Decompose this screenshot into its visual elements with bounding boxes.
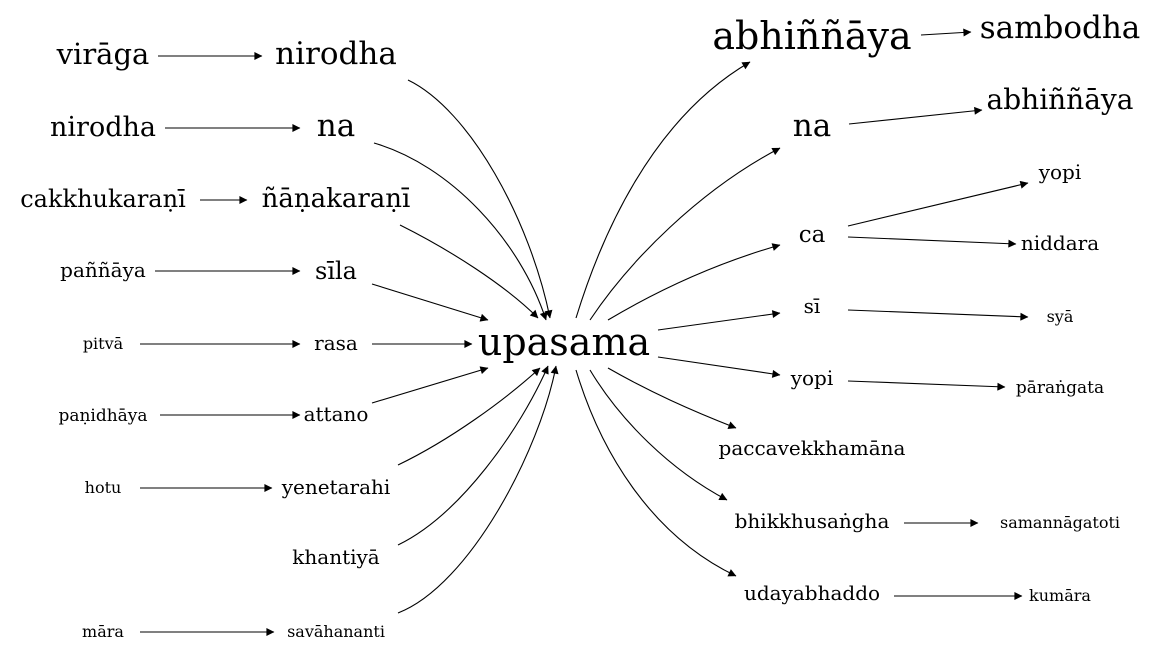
- nodes: upasama virāga nirodha nirodha na cakkhu…: [20, 10, 1140, 641]
- edge-si-sya: [847, 309, 1029, 321]
- node-panidhaya: paṇidhāya: [58, 406, 147, 426]
- node-attano: attano: [304, 402, 369, 426]
- node-abhinnaya-second: abhiññāya: [987, 83, 1134, 116]
- node-nanakarani: ñāṇakaraṇī: [262, 184, 411, 214]
- edge-sila-upasama: [371, 283, 489, 322]
- node-yopi-first: yopi: [1038, 160, 1082, 184]
- node-nirodha-left: nirodha: [275, 36, 397, 72]
- edge-abhinnaya-sambodha: [920, 28, 972, 37]
- node-sambodha: sambodha: [980, 10, 1141, 46]
- edge-nanakarani-upasama: [399, 224, 539, 319]
- edge-upasama-si: [657, 310, 781, 331]
- edge-upasama-yopi: [657, 356, 781, 378]
- edge-yopi-paranggata: [847, 380, 1006, 391]
- node-na-right: na: [793, 108, 831, 144]
- node-pitva: pitvā: [83, 334, 124, 353]
- node-pannaya: paññāya: [60, 258, 146, 282]
- edge-khantiya-upasama: [397, 365, 549, 546]
- node-mara: māra: [82, 622, 124, 641]
- edge-ca-yopi: [847, 180, 1029, 227]
- edge-upasama-abhinnaya: [575, 61, 751, 319]
- node-udayabhaddo: udayabhaddo: [744, 581, 880, 605]
- edge-attano-upasama: [371, 366, 489, 404]
- node-kumara: kumāra: [1029, 586, 1091, 605]
- node-cakkhukarani: cakkhukaraṇī: [20, 185, 186, 213]
- edge-ca-niddara: [847, 236, 1017, 248]
- edge-upasama-na: [589, 147, 781, 321]
- node-sila: sīla: [315, 257, 357, 285]
- node-nirodha-source: nirodha: [50, 112, 156, 143]
- node-yopi-second: yopi: [790, 366, 834, 390]
- edge-na-upasama: [373, 142, 548, 321]
- edge-na-abhinnaya: [848, 106, 983, 125]
- edge-upasama-ca: [607, 243, 781, 321]
- node-samannagatoti: samannāgatoti: [1000, 513, 1120, 532]
- node-ca: ca: [799, 222, 826, 248]
- center-node-upasama: upasama: [478, 320, 650, 364]
- node-niddara: niddara: [1021, 231, 1099, 255]
- edge-nirodha-upasama: [407, 79, 553, 319]
- edge-savahananti-upasama: [397, 365, 559, 614]
- node-rasa: rasa: [314, 331, 358, 355]
- node-hotu: hotu: [85, 478, 122, 497]
- node-bhikkhusangha: bhikkhusaṅgha: [735, 509, 890, 533]
- node-na-left: na: [317, 108, 355, 144]
- node-sya: syā: [1047, 307, 1074, 326]
- node-si: sī: [804, 294, 821, 318]
- node-abhinnaya-top: abhiññāya: [712, 14, 911, 58]
- edge-upasama-bhikkhusangha: [589, 369, 728, 501]
- node-savahananti: savāhananti: [287, 622, 385, 641]
- edges: [140, 28, 1029, 636]
- edge-upasama-paccavekkhamana: [607, 367, 737, 429]
- node-viraga: virāga: [56, 37, 150, 71]
- edge-upasama-udayabhaddo: [575, 369, 737, 577]
- node-yenetarahi: yenetarahi: [281, 475, 391, 499]
- node-khantiya: khantiyā: [292, 545, 380, 569]
- node-paccavekkhamana: paccavekkhamāna: [719, 436, 906, 460]
- edge-yenetarahi-upasama: [397, 367, 541, 466]
- node-paranggata: pāraṅgata: [1016, 378, 1104, 398]
